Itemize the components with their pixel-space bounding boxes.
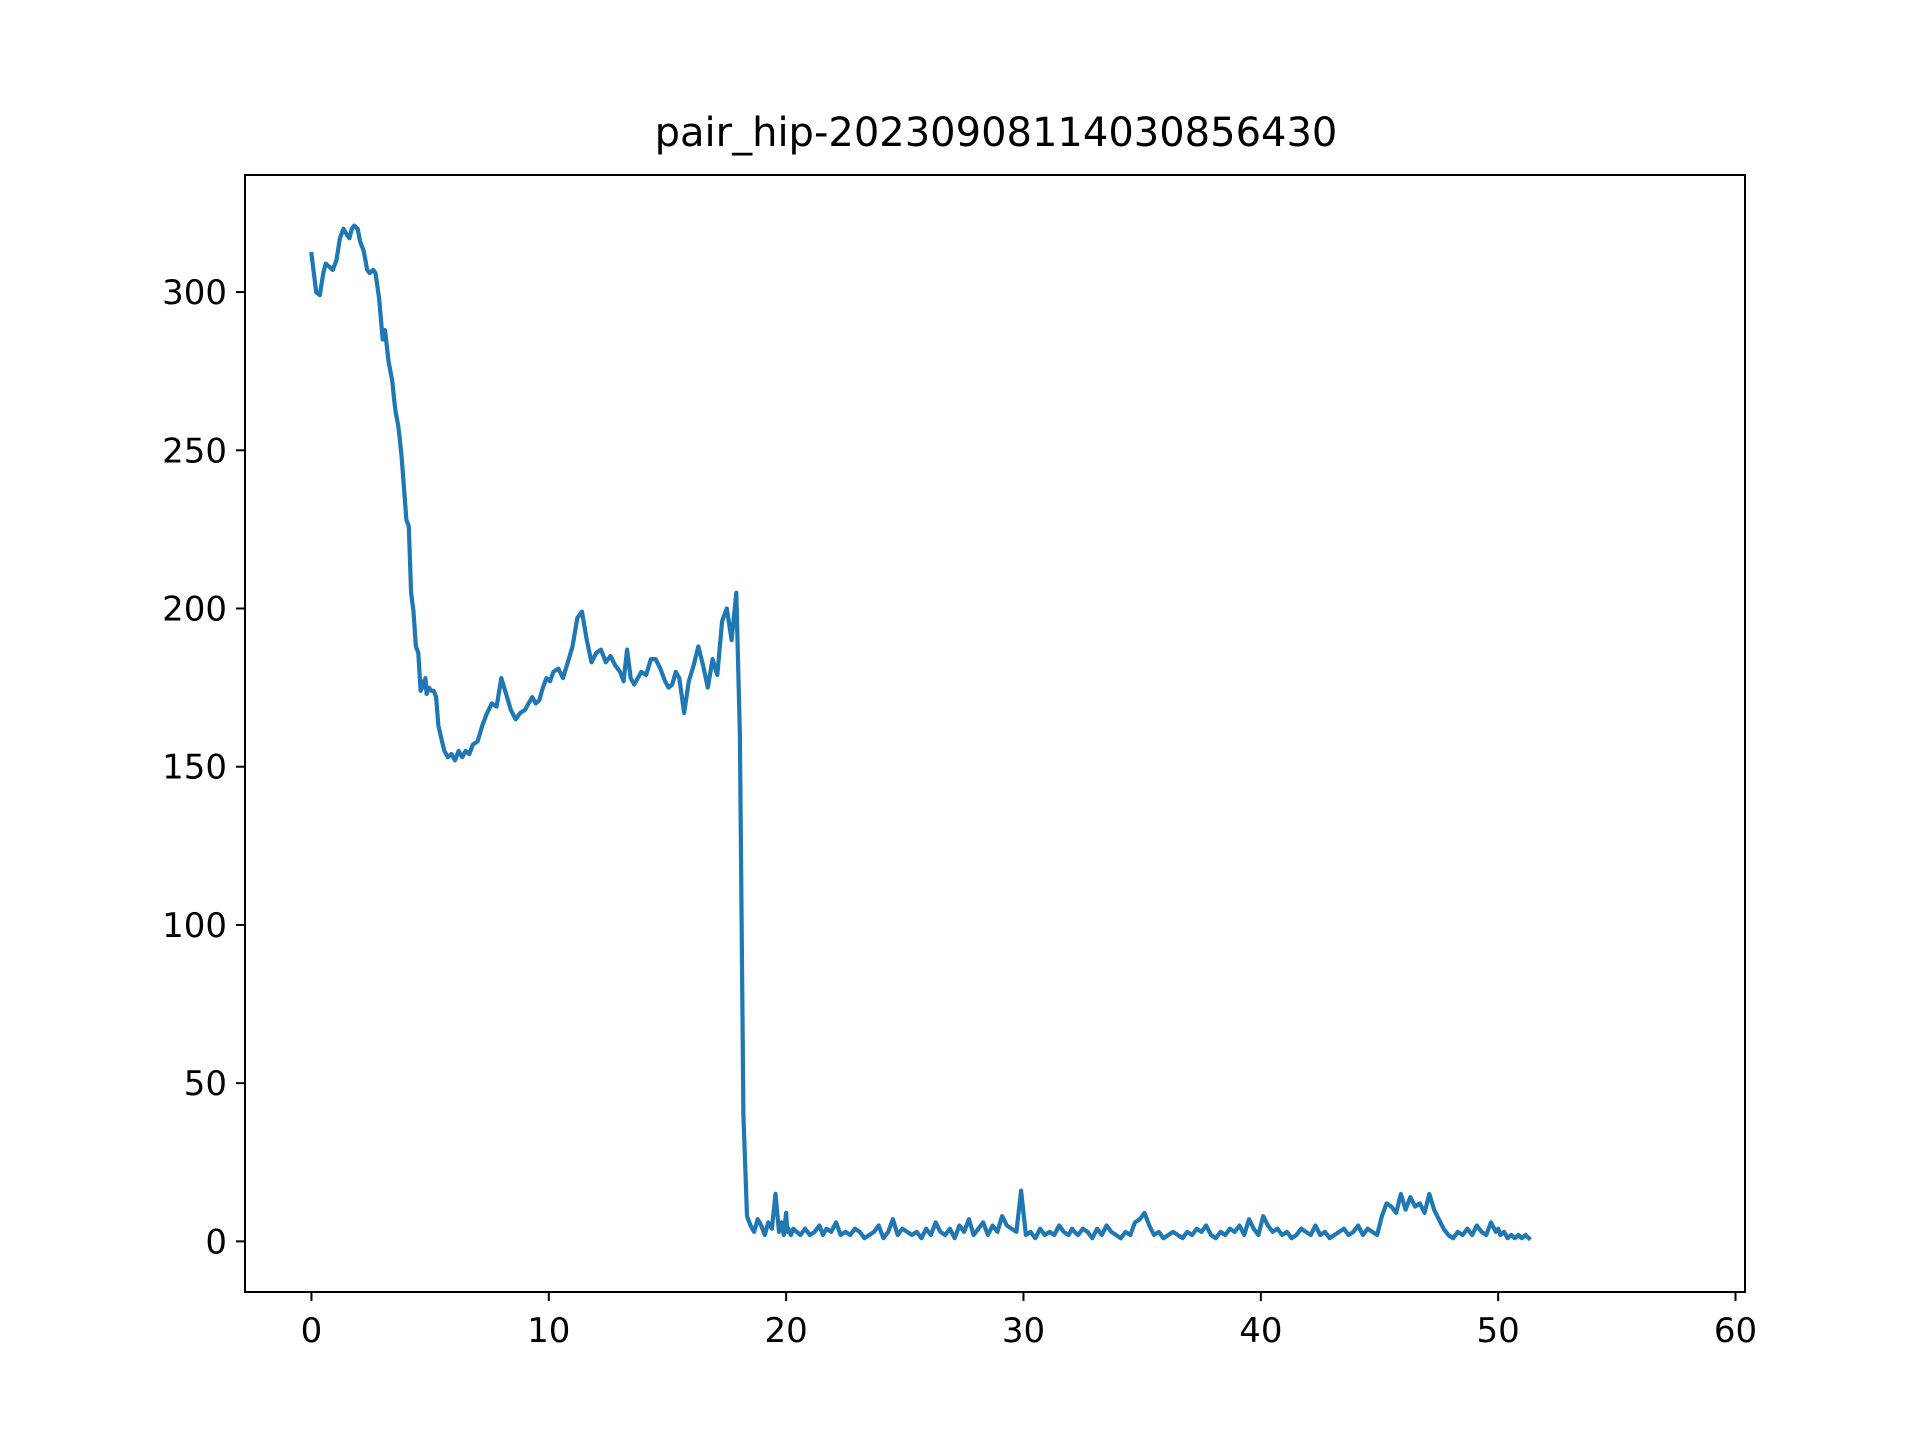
y-tick-label: 100	[162, 906, 227, 946]
y-tick-label: 50	[184, 1064, 227, 1104]
y-tick-label: 150	[162, 748, 227, 788]
x-tick-label: 40	[1239, 1311, 1282, 1351]
x-tick-label: 0	[301, 1311, 323, 1351]
y-tick-label: 300	[162, 273, 227, 313]
chart-title: pair_hip-20230908114030856430	[655, 110, 1338, 156]
x-tick-label: 30	[1002, 1311, 1045, 1351]
x-axis-ticks: 0 10 20 30 40 50 60	[301, 1292, 1757, 1351]
y-tick-label: 200	[162, 590, 227, 630]
y-tick-label: 250	[162, 431, 227, 471]
x-tick-label: 50	[1477, 1311, 1520, 1351]
x-tick-label: 60	[1714, 1311, 1757, 1351]
data-series-line	[309, 223, 1532, 1242]
x-tick-label: 20	[765, 1311, 808, 1351]
y-tick-label: 0	[205, 1222, 227, 1262]
plot-area-frame	[244, 174, 1746, 1293]
y-axis-ticks: 0 50 100 150 200 250 300	[162, 273, 245, 1262]
x-tick-label: 10	[527, 1311, 570, 1351]
